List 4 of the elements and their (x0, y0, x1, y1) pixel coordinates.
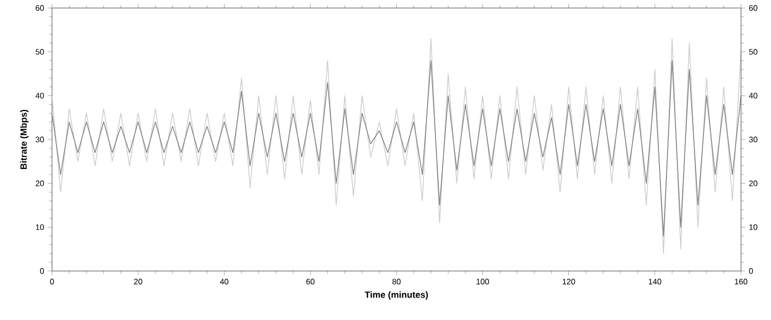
line-series (52, 60, 742, 236)
y-axis-title: Bitrate (Mbps) (20, 110, 29, 170)
x-axis-title: Time (minutes) (364, 291, 428, 300)
line-series (52, 38, 742, 254)
